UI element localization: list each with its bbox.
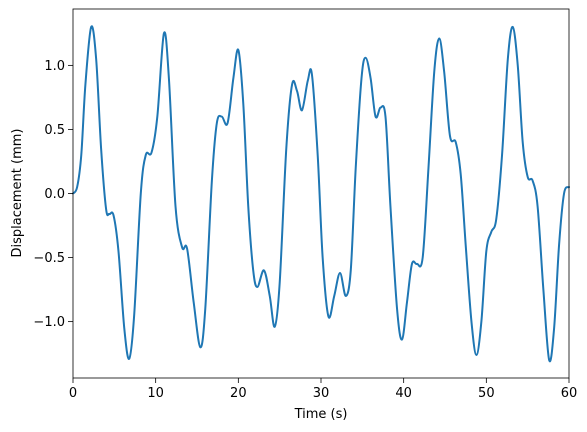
y-tick-label: −0.5 — [33, 251, 65, 266]
x-axis-ticks: 0 10 20 30 40 50 60 — [69, 378, 577, 401]
y-axis-ticks: −1.0 −0.5 0.0 0.5 1.0 — [33, 59, 73, 330]
series-layer — [72, 25, 570, 363]
y-tick-label: 0.0 — [44, 187, 65, 202]
x-tick-label: 0 — [69, 386, 77, 401]
x-tick-label: 40 — [395, 386, 412, 401]
y-axis-label: Displacement (mm) — [10, 129, 25, 258]
x-tick-label: 10 — [147, 386, 164, 401]
y-tick-label: −1.0 — [33, 315, 65, 330]
x-tick-label: 20 — [230, 386, 247, 401]
x-axis-label: Time (s) — [294, 407, 348, 422]
x-tick-label: 30 — [313, 386, 330, 401]
x-tick-label: 60 — [561, 386, 578, 401]
y-tick-label: 1.0 — [44, 59, 65, 74]
series-line-0 — [72, 25, 570, 363]
x-tick-label: 50 — [478, 386, 495, 401]
y-tick-label: 0.5 — [44, 123, 65, 138]
plot-frame — [72, 8, 570, 379]
